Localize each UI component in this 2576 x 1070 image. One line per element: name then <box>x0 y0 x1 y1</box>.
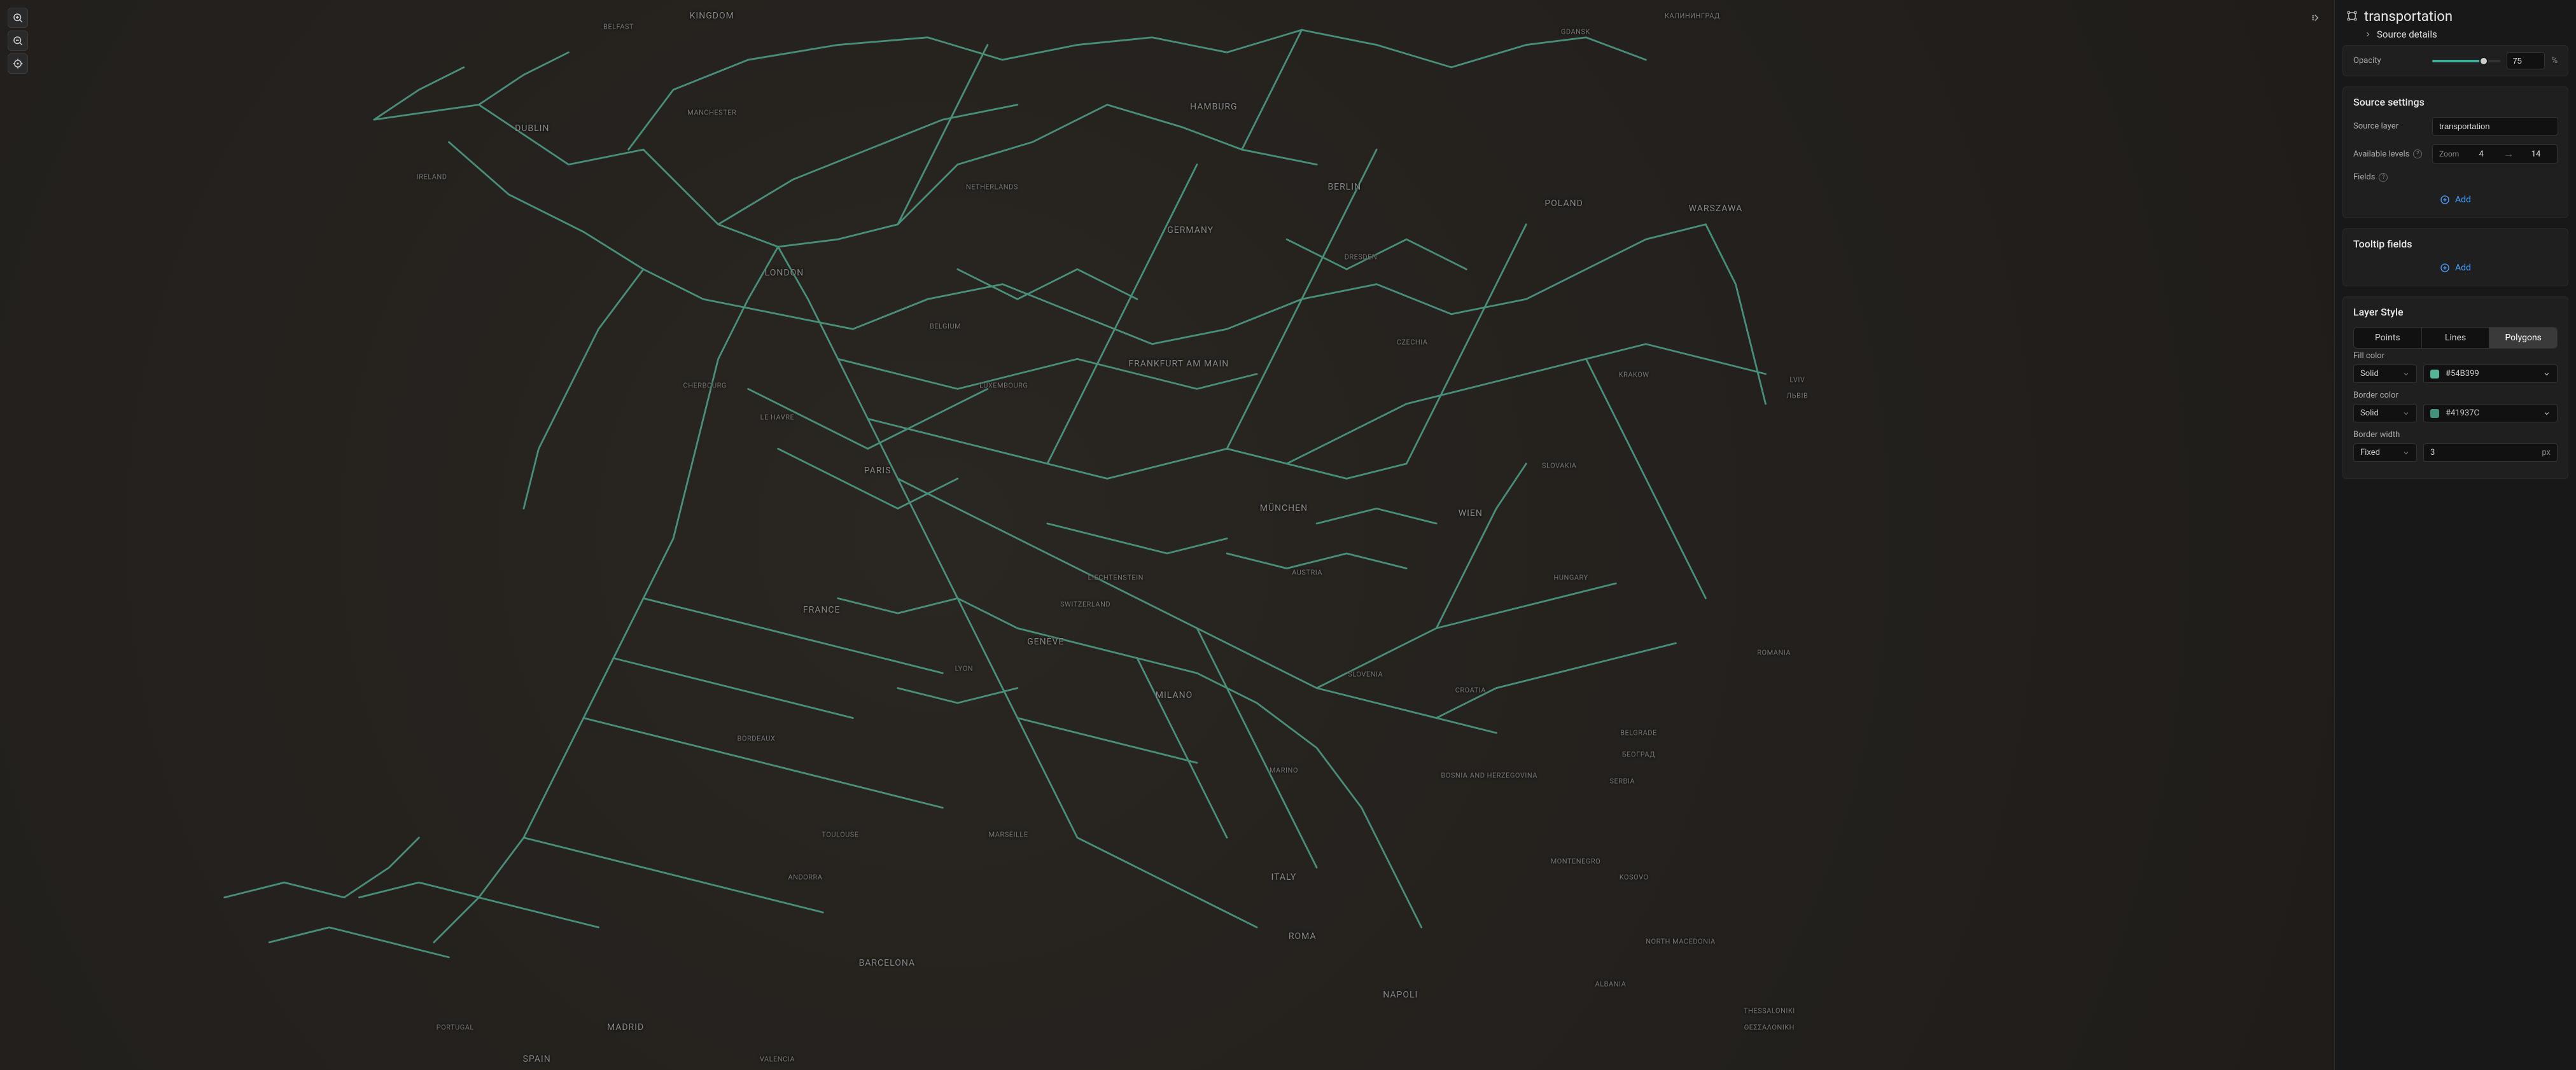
fields-label: Fields ? <box>2353 172 2423 182</box>
panel-header: transportation Source details <box>2335 0 2576 45</box>
tooltip-fields-section: Tooltip fields Add <box>2342 228 2568 286</box>
border-width-label: Border width <box>2353 430 2558 440</box>
add-tooltip-field-button[interactable]: Add <box>2353 259 2558 277</box>
source-layer-label: Source layer <box>2353 122 2423 131</box>
chevron-right-icon <box>2364 31 2372 38</box>
chevron-down-icon <box>2543 410 2551 417</box>
help-icon[interactable]: ? <box>2413 149 2422 158</box>
plus-circle-icon <box>2440 195 2450 205</box>
fill-mode-select[interactable]: Solid <box>2353 365 2417 383</box>
border-width-mode-select[interactable]: Fixed <box>2353 443 2417 462</box>
source-settings-section: Source settings Source layer Available l… <box>2342 87 2568 218</box>
border-color-picker[interactable]: #41937C <box>2423 404 2558 422</box>
help-icon[interactable]: ? <box>2379 173 2388 182</box>
border-width-input[interactable]: 3 px <box>2423 443 2558 462</box>
color-swatch <box>2430 370 2439 379</box>
tab-polygons[interactable]: Polygons <box>2489 328 2557 348</box>
border-color-label: Border color <box>2353 391 2558 400</box>
plus-circle-icon <box>2440 263 2450 273</box>
geometry-type-tabs: PointsLinesPolygons <box>2353 327 2558 349</box>
chevron-down-icon <box>2402 449 2410 457</box>
opacity-unit: % <box>2551 56 2558 66</box>
zoom-out-button[interactable] <box>8 31 28 51</box>
layer-style-title: Layer Style <box>2353 306 2558 318</box>
chevron-down-icon <box>2402 410 2410 417</box>
collapse-panel-icon[interactable] <box>2307 9 2325 27</box>
available-levels-label: Available levels ? <box>2353 149 2423 159</box>
fill-color-picker[interactable]: #54B399 <box>2423 365 2558 383</box>
zoom-label: Zoom <box>2439 149 2459 158</box>
arrow-right-icon: → <box>2503 148 2514 160</box>
fill-color-label: Fill color <box>2353 351 2558 361</box>
border-mode-select[interactable]: Solid <box>2353 404 2417 422</box>
zoom-range-control[interactable]: Zoom 4 → 14 <box>2432 144 2558 163</box>
opacity-label: Opacity <box>2353 56 2423 66</box>
source-layer-input[interactable] <box>2432 117 2558 135</box>
tooltip-fields-title: Tooltip fields <box>2353 238 2558 250</box>
layer-style-section: Layer Style PointsLinesPolygons Fill col… <box>2342 296 2568 479</box>
map-network-layer <box>0 0 2334 975</box>
map-viewport[interactable]: BELFASTKINGDOMMANCHESTERDUBLINIRELANDLON… <box>0 0 2334 1070</box>
zoom-min: 4 <box>2467 149 2496 159</box>
zoom-in-button[interactable] <box>8 8 28 28</box>
color-swatch <box>2430 409 2439 418</box>
add-field-button[interactable]: Add <box>2353 191 2558 209</box>
source-settings-title: Source settings <box>2353 96 2558 108</box>
locate-button[interactable] <box>8 53 28 74</box>
map-controls <box>8 8 28 74</box>
vector-layer-icon <box>2346 10 2358 24</box>
tab-points[interactable]: Points <box>2354 328 2422 348</box>
opacity-section: Opacity % <box>2342 45 2568 76</box>
source-details-toggle[interactable]: Source details <box>2364 29 2565 40</box>
chevron-down-icon <box>2402 370 2410 378</box>
opacity-input[interactable] <box>2507 52 2545 69</box>
chevron-down-icon <box>2543 370 2551 378</box>
layer-title: transportation <box>2364 9 2453 25</box>
opacity-slider[interactable] <box>2432 60 2500 62</box>
tab-lines[interactable]: Lines <box>2422 328 2490 348</box>
layer-settings-panel: transportation Source details Opacity % … <box>2334 0 2576 1070</box>
zoom-max: 14 <box>2521 149 2551 159</box>
source-details-label: Source details <box>2377 29 2437 40</box>
